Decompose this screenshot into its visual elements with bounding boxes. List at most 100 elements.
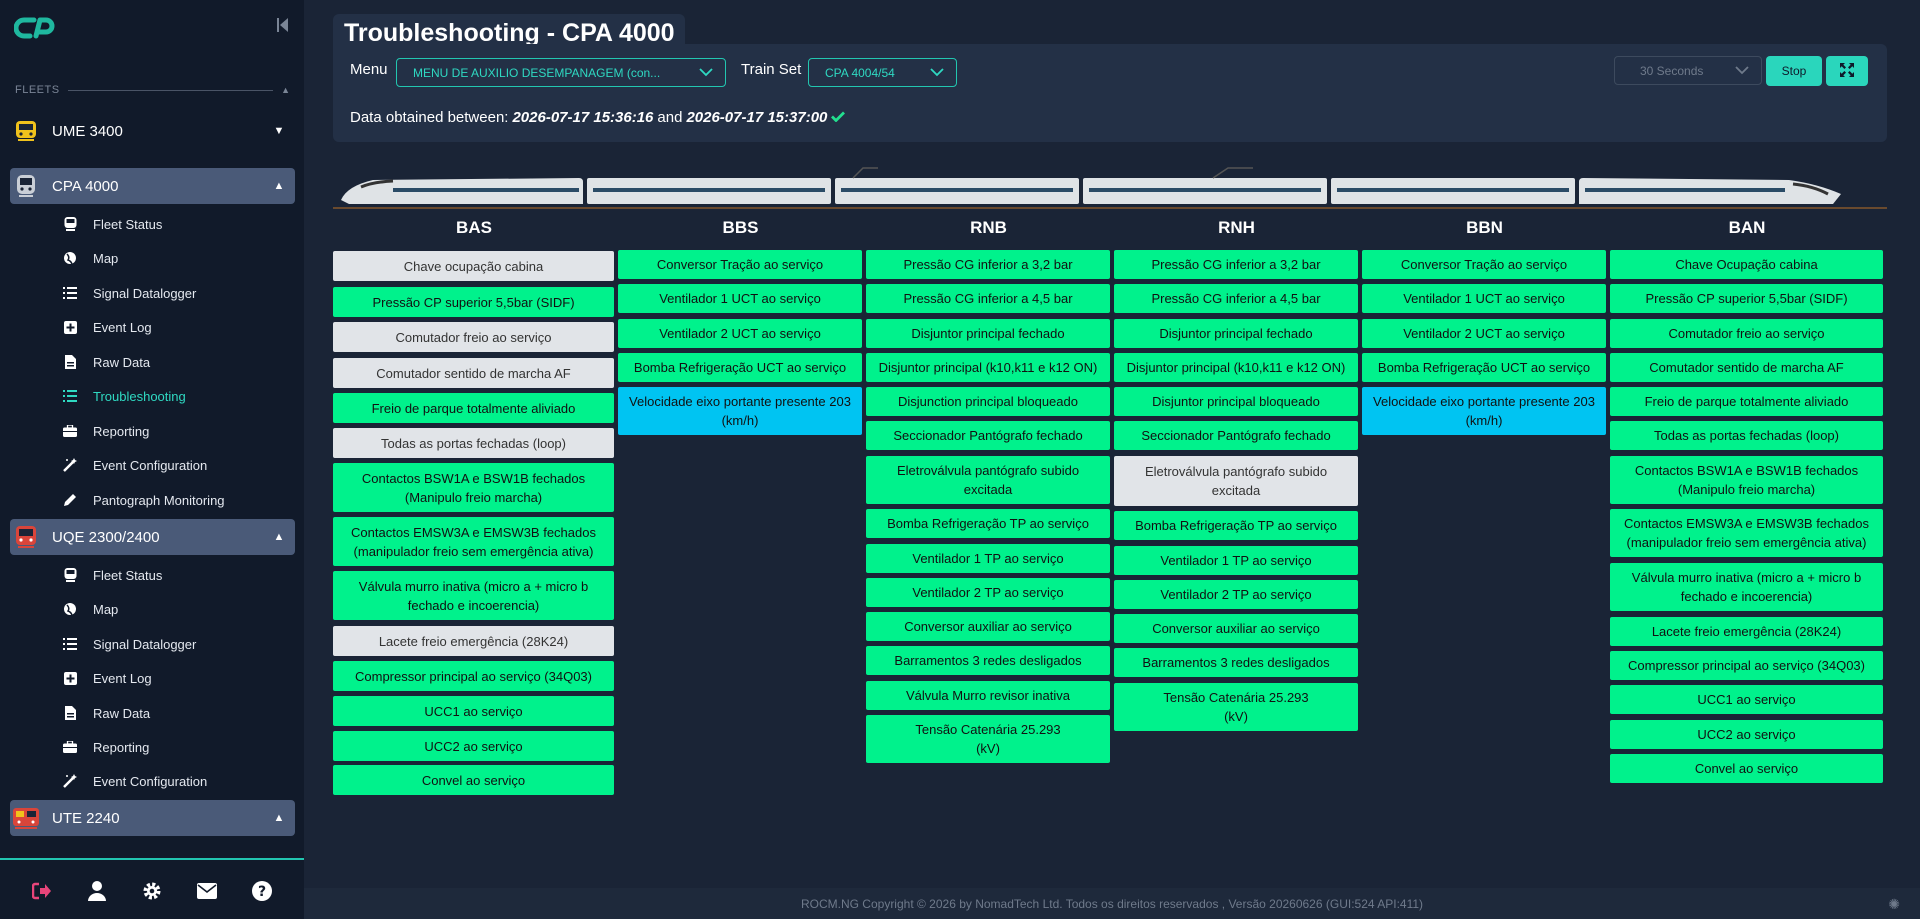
file-icon bbox=[62, 705, 78, 721]
signal-cell: Convel ao serviço bbox=[333, 765, 614, 795]
chevron-down-icon bbox=[1735, 66, 1749, 76]
logout-icon[interactable] bbox=[29, 878, 55, 904]
signal-cell: Compressor principal ao serviço (34Q03) bbox=[333, 661, 614, 691]
data-and: and bbox=[657, 109, 683, 126]
page-title: Troubleshooting - CPA 4000 bbox=[344, 19, 675, 47]
signal-cell: Bomba Refrigeração UCT ao serviço bbox=[1362, 353, 1606, 382]
user-icon[interactable] bbox=[84, 878, 110, 904]
help-icon[interactable]: ? bbox=[249, 878, 275, 904]
sidebar: FLEETS ▲ UME 3400 ▼ CPA 4000 ▲ Fleet Sta… bbox=[0, 0, 304, 919]
data-prefix: Data obtained between: bbox=[350, 109, 509, 126]
nav-label: Reporting bbox=[93, 423, 150, 439]
fleet-name: UME 3400 bbox=[52, 122, 123, 140]
chevron-up-icon[interactable]: ▲ bbox=[273, 180, 285, 192]
nav-label: Raw Data bbox=[93, 705, 151, 721]
menu-label: Menu bbox=[350, 61, 388, 78]
signal-cell: Contactos BSW1A e BSW1B fechados (Manipu… bbox=[333, 463, 614, 512]
nav-label: Fleet Status bbox=[93, 567, 163, 583]
sidebar-footer-actions: ? bbox=[0, 866, 304, 916]
gear-icon[interactable] bbox=[139, 878, 165, 904]
signal-cell: Tensão Catenária 25.293 (kV) bbox=[866, 715, 1110, 763]
signal-cell: Velocidade eixo portante presente 203 (k… bbox=[1362, 387, 1606, 435]
nav-reporting[interactable]: Reporting bbox=[62, 736, 292, 758]
chevron-up-icon[interactable]: ▲ bbox=[273, 812, 285, 824]
nav-event-log[interactable]: Event Log bbox=[62, 316, 292, 338]
fullscreen-button[interactable] bbox=[1826, 56, 1868, 86]
refresh-interval-select[interactable]: 30 Seconds bbox=[1614, 56, 1762, 85]
trainset-label: Train Set bbox=[741, 61, 802, 78]
train-icon bbox=[62, 216, 78, 232]
column-header-ban: BAN bbox=[1728, 218, 1766, 237]
nav-signal-datalogger[interactable]: Signal Datalogger bbox=[62, 633, 292, 655]
fleet-cpa-4000[interactable]: CPA 4000 ▲ bbox=[10, 168, 295, 204]
signal-cell: Chave ocupação cabina bbox=[333, 251, 614, 281]
menu-select-value: MENU DE AUXILIO DESEMPANAGEM (con... bbox=[413, 65, 661, 80]
nav-label: Event Configuration bbox=[93, 773, 208, 789]
nav-reporting[interactable]: Reporting bbox=[62, 420, 292, 442]
nav-event-configuration[interactable]: Event Configuration bbox=[62, 454, 292, 476]
gear-icon[interactable]: ✺ bbox=[1888, 896, 1900, 912]
fleet-ume-3400[interactable]: UME 3400 ▼ bbox=[10, 113, 295, 149]
signal-cell: UCC2 ao serviço bbox=[1610, 720, 1883, 749]
expand-icon bbox=[1840, 62, 1854, 80]
nav-fleet-status[interactable]: Fleet Status bbox=[62, 564, 292, 586]
app-logo[interactable] bbox=[13, 16, 56, 40]
train-car-1 bbox=[341, 178, 583, 204]
fleet-uqe-2300-2400[interactable]: UQE 2300/2400 ▲ bbox=[10, 519, 295, 555]
nav-raw-data[interactable]: Raw Data bbox=[62, 702, 292, 724]
menu-select[interactable]: MENU DE AUXILIO DESEMPANAGEM (con... bbox=[396, 58, 726, 87]
train-gray-icon bbox=[12, 174, 40, 198]
collapse-sidebar-icon[interactable] bbox=[276, 18, 290, 36]
nav-troubleshooting[interactable]: Troubleshooting bbox=[62, 385, 292, 407]
signal-cell: Ventilador 2 UCT ao serviço bbox=[1362, 319, 1606, 348]
chevron-up-icon[interactable]: ▲ bbox=[281, 85, 290, 95]
svg-text:?: ? bbox=[258, 884, 266, 900]
nav-pantograph-monitoring[interactable]: Pantograph Monitoring bbox=[62, 489, 292, 511]
signal-cell: Disjuntor principal (k10,k11 e k12 ON) bbox=[866, 353, 1110, 382]
nav-map[interactable]: Map bbox=[62, 598, 292, 620]
signal-cell: Ventilador 1 TP ao serviço bbox=[866, 544, 1110, 573]
data-from-time: 2026-07-17 15:36:16 bbox=[512, 109, 654, 126]
signal-cell: Disjuntor principal fechado bbox=[1114, 319, 1358, 348]
signal-cell: Compressor principal ao serviço (34Q03) bbox=[1610, 651, 1883, 680]
chevron-down-icon bbox=[699, 68, 713, 78]
nav-raw-data[interactable]: Raw Data bbox=[62, 351, 292, 373]
chevron-up-icon[interactable]: ▲ bbox=[273, 531, 285, 543]
globe-icon bbox=[62, 601, 78, 617]
signal-cell: Contactos EMSW3A e EMSW3B fechados (mani… bbox=[1610, 509, 1883, 557]
fleet-ute-2240[interactable]: UTE 2240 ▲ bbox=[10, 800, 295, 836]
fleet-name: CPA 4000 bbox=[52, 177, 119, 195]
train-illustration bbox=[333, 160, 1887, 212]
nav-label: Troubleshooting bbox=[93, 388, 186, 404]
nav-map[interactable]: Map bbox=[62, 247, 292, 269]
signal-cell: Conversor Tração ao serviço bbox=[618, 250, 862, 279]
column-header-bbs: BBS bbox=[722, 218, 759, 237]
signal-cell: UCC1 ao serviço bbox=[333, 696, 614, 726]
fleets-label: FLEETS bbox=[15, 84, 60, 96]
briefcase-icon bbox=[62, 739, 78, 755]
nav-fleet-status[interactable]: Fleet Status bbox=[62, 213, 292, 235]
nav-label: Event Configuration bbox=[93, 457, 208, 473]
signal-cell: Pressão CG inferior a 3,2 bar bbox=[866, 250, 1110, 279]
trainset-select[interactable]: CPA 4004/54 bbox=[808, 58, 957, 87]
signal-cell: Pressão CG inferior a 4,5 bar bbox=[866, 284, 1110, 313]
train-icon bbox=[62, 567, 78, 583]
fleet-name: UQE 2300/2400 bbox=[52, 528, 160, 546]
nav-signal-datalogger[interactable]: Signal Datalogger bbox=[62, 282, 292, 304]
signal-cell: Comutador freio ao serviço bbox=[1610, 319, 1883, 348]
fleet-name: UTE 2240 bbox=[52, 809, 120, 827]
nav-event-configuration[interactable]: Event Configuration bbox=[62, 770, 292, 792]
signal-cell: Freio de parque totalmente aliviado bbox=[333, 393, 614, 423]
signal-cell: Todas as portas fechadas (loop) bbox=[1610, 421, 1883, 450]
mail-icon[interactable] bbox=[194, 878, 220, 904]
nav-event-log[interactable]: Event Log bbox=[62, 667, 292, 689]
signal-cell: Disjuntor principal (k10,k11 e k12 ON) bbox=[1114, 353, 1358, 382]
signal-cell: Freio de parque totalmente aliviado bbox=[1610, 387, 1883, 416]
signal-cell: Todas as portas fechadas (loop) bbox=[333, 428, 614, 458]
stop-button[interactable]: Stop bbox=[1766, 56, 1822, 86]
chevron-down-icon[interactable]: ▼ bbox=[273, 125, 285, 137]
signal-cell: UCC1 ao serviço bbox=[1610, 685, 1883, 714]
trainset-select-value: CPA 4004/54 bbox=[825, 65, 895, 80]
signal-cell: Conversor auxiliar ao serviço bbox=[866, 612, 1110, 641]
signal-cell: Seccionador Pantógrafo fechado bbox=[866, 421, 1110, 450]
